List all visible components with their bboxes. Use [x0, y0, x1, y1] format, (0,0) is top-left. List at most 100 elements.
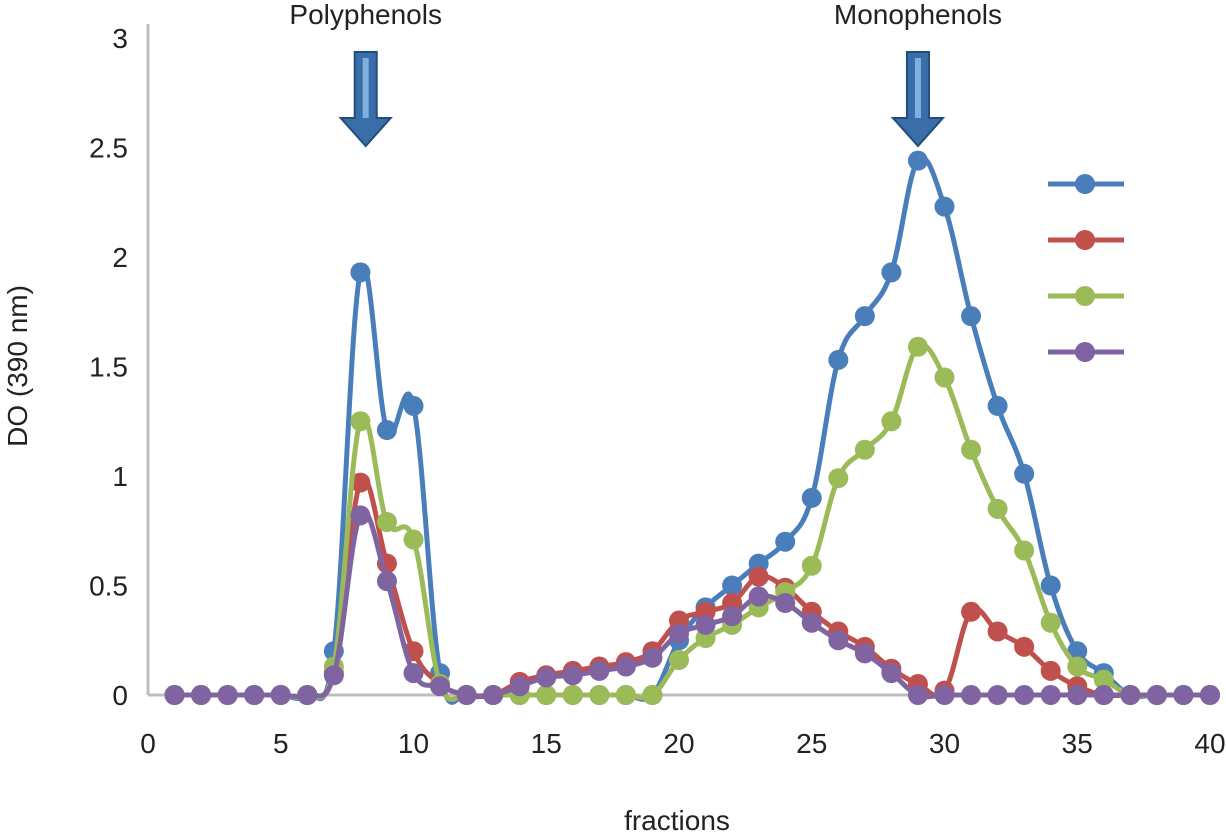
x-tick-label: 35 [1062, 728, 1093, 759]
annotation-label: Monophenols [834, 0, 1002, 30]
data-point [642, 647, 663, 668]
data-point [881, 411, 902, 432]
y-tick-label: 3 [112, 23, 128, 54]
data-point [589, 685, 610, 705]
data-point [881, 663, 902, 684]
legend-item [1048, 230, 1124, 250]
data-point [376, 420, 397, 441]
annotations: Polyphenols Monophenols [289, 0, 1002, 148]
data-point [1200, 685, 1220, 705]
data-point [376, 511, 397, 532]
data-point [509, 676, 530, 697]
data-point [669, 649, 689, 670]
data-point [961, 439, 982, 460]
data-point [934, 685, 955, 705]
y-tick-label: 0 [112, 680, 128, 711]
x-tick-label: 5 [273, 728, 289, 759]
data-point [722, 575, 743, 596]
data-point [376, 571, 397, 592]
legend-marker [1075, 342, 1095, 362]
data-point [828, 468, 849, 489]
data-point [695, 614, 716, 635]
series-4 [164, 505, 1220, 705]
data-point [907, 685, 928, 705]
data-point [483, 685, 504, 705]
y-axis-label: DO (390 nm) [2, 285, 33, 447]
x-tick-label: 30 [929, 728, 960, 759]
data-point [907, 150, 928, 171]
legend-item [1048, 286, 1124, 306]
data-point [828, 630, 849, 651]
data-point [350, 472, 371, 493]
data-point [907, 336, 928, 357]
y-tick-label: 2.5 [89, 133, 128, 164]
data-point [881, 262, 902, 283]
legend-item [1048, 342, 1124, 362]
data-point [456, 685, 477, 705]
y-tick-label: 1 [112, 461, 128, 492]
data-point [1040, 660, 1061, 681]
data-point [1093, 669, 1114, 690]
x-tick-label: 10 [398, 728, 429, 759]
data-point [934, 196, 955, 217]
data-point [1067, 685, 1088, 705]
data-point [748, 566, 769, 587]
data-point [1120, 685, 1141, 705]
data-point [748, 586, 769, 607]
data-point [562, 685, 583, 705]
x-axis-label: fractions [624, 805, 730, 833]
x-tick-label: 40 [1194, 728, 1225, 759]
data-point [987, 395, 1008, 416]
data-point [854, 306, 875, 327]
data-point [350, 262, 371, 283]
x-tick-label: 0 [140, 728, 156, 759]
data-point [1173, 685, 1194, 705]
data-point [961, 601, 982, 622]
data-point [934, 367, 955, 388]
data-point [217, 685, 238, 705]
data-point [1014, 463, 1035, 484]
data-point [350, 411, 371, 432]
data-point [801, 612, 822, 633]
data-point [775, 593, 796, 614]
data-point [669, 623, 689, 644]
data-point [1040, 685, 1061, 705]
data-point [854, 643, 875, 664]
data-point [1014, 636, 1035, 657]
y-tick-label: 1.5 [89, 352, 128, 383]
data-point [430, 676, 451, 697]
data-point [244, 685, 265, 705]
data-point [615, 685, 636, 705]
data-point [270, 685, 291, 705]
annotation-label: Polyphenols [289, 0, 442, 30]
data-point [191, 685, 212, 705]
x-tick-label: 20 [663, 728, 694, 759]
data-point [828, 349, 849, 370]
x-tick-label: 25 [796, 728, 827, 759]
legend [1048, 174, 1124, 362]
data-point [615, 656, 636, 677]
series-3 [164, 336, 1220, 705]
data-point [642, 685, 663, 705]
data-point [536, 667, 557, 688]
data-point [1067, 641, 1088, 662]
legend-marker [1075, 174, 1095, 194]
series-1 [164, 150, 1220, 705]
data-point [350, 505, 371, 526]
data-point [1040, 612, 1061, 633]
data-point [589, 660, 610, 681]
data-point [961, 685, 982, 705]
data-point [987, 498, 1008, 519]
down-arrow-icon [338, 51, 393, 148]
data-point [323, 665, 344, 686]
data-point [775, 531, 796, 552]
data-point [854, 439, 875, 460]
data-point [1146, 685, 1167, 705]
series-layer [164, 150, 1220, 705]
data-point [403, 663, 424, 684]
data-point [403, 529, 424, 550]
arrow-highlight [362, 58, 369, 118]
data-point [1067, 656, 1088, 677]
arrow-highlight [914, 58, 921, 118]
